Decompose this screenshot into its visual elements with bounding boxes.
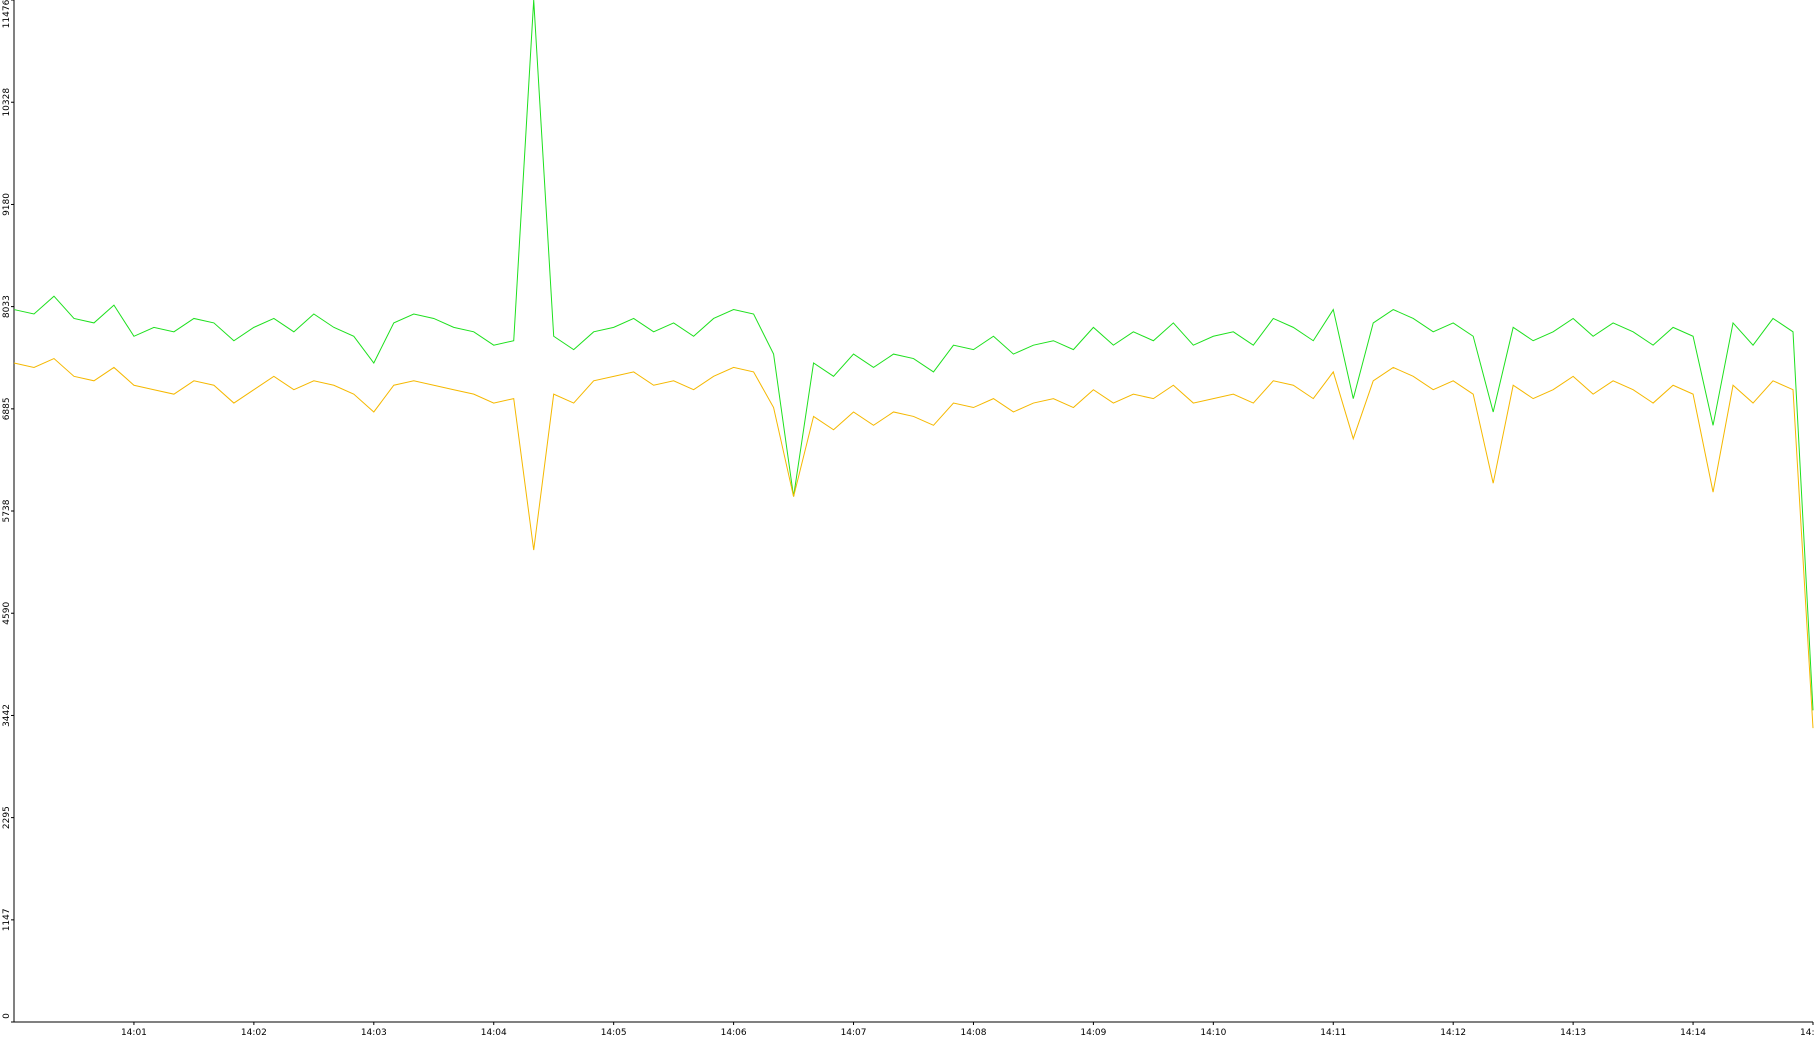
x-tick-label: 14:03 [361,1028,387,1038]
y-tick-label: 9180 [2,193,12,216]
x-tick-label: 14:04 [481,1028,507,1038]
y-tick-label: 1147 [2,908,12,931]
y-tick-label: 11476 [2,0,12,28]
series-line [13,0,1814,711]
y-tick-label: 2295 [2,806,12,829]
x-tick-label: 14:10 [1200,1028,1226,1038]
x-tick-label: 14:15 [1800,1028,1815,1038]
y-tick-label: 3442 [2,704,12,727]
y-tick-label: 0 [2,1013,12,1019]
x-tick-label: 14:01 [121,1028,147,1038]
y-tick-label: 4590 [2,602,12,625]
y-tick-label: 5738 [2,499,12,522]
x-tick-label: 14:08 [960,1028,986,1038]
x-tick-label: 14:05 [601,1028,627,1038]
x-tick-label: 14:02 [241,1028,267,1038]
y-tick-label: 8033 [2,295,12,318]
x-tick-label: 14:09 [1080,1028,1106,1038]
x-tick-label: 14:06 [721,1028,747,1038]
y-tick-label: 6885 [2,397,12,420]
x-tick-label: 14:13 [1560,1028,1586,1038]
x-tick-label: 14:11 [1320,1028,1346,1038]
y-tick-label: 10328 [2,88,12,117]
series-line [13,357,1814,729]
x-tick-label: 14:14 [1680,1028,1706,1038]
x-tick-label: 14:07 [841,1028,867,1038]
x-tick-label: 14:12 [1440,1028,1466,1038]
